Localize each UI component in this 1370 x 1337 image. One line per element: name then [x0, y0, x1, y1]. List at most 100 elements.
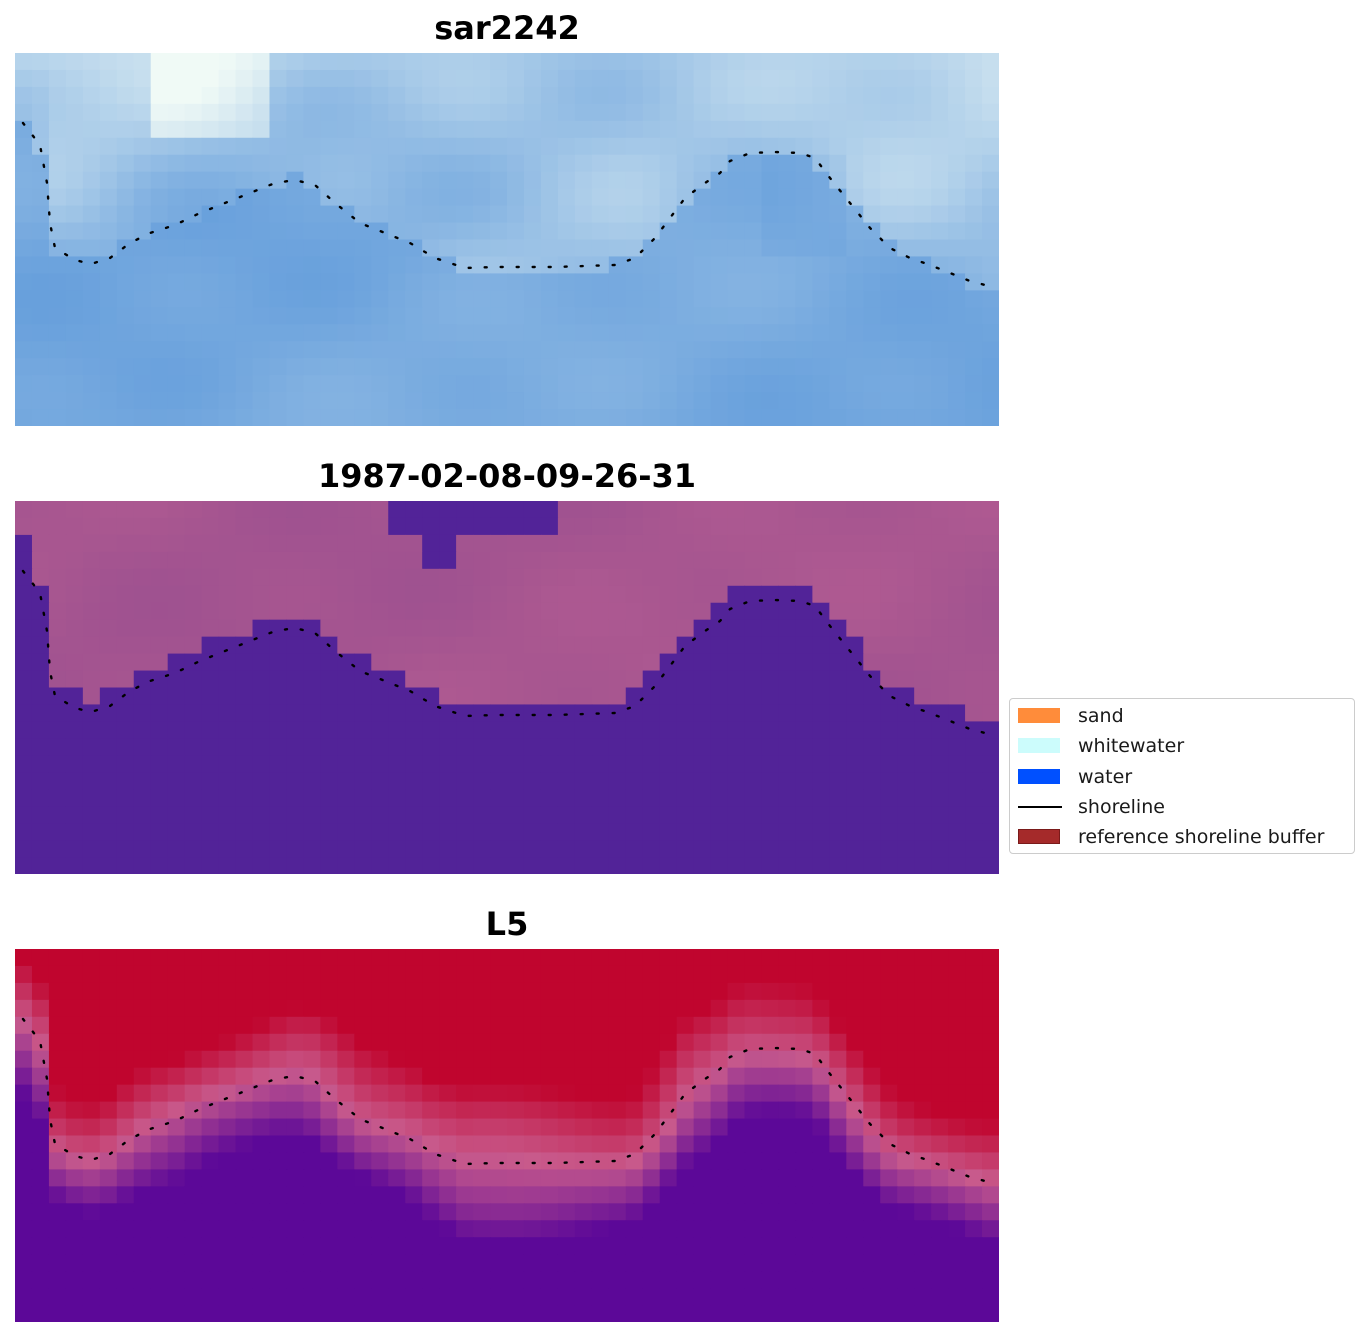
raster-pixel	[371, 1169, 389, 1187]
raster-pixel	[31, 949, 50, 967]
raster-pixel	[116, 965, 135, 984]
raster-pixel	[829, 1237, 847, 1255]
raster-pixel	[693, 1220, 712, 1238]
raster-pixel	[557, 1169, 576, 1187]
raster-pixel	[456, 171, 474, 190]
raster-pixel	[31, 1152, 50, 1170]
raster-pixel	[693, 239, 712, 258]
raster-pixel	[473, 823, 491, 841]
raster-pixel	[507, 341, 525, 359]
raster-pixel	[473, 239, 491, 258]
raster-pixel	[557, 999, 576, 1018]
raster-pixel	[914, 619, 932, 638]
raster-pixel	[642, 1118, 661, 1137]
raster-pixel	[931, 772, 949, 790]
raster-pixel	[422, 670, 440, 689]
raster-pixel	[574, 755, 593, 773]
raster-pixel	[625, 653, 644, 672]
raster-pixel	[405, 721, 423, 739]
raster-pixel	[269, 375, 288, 393]
raster-pixel	[523, 205, 542, 224]
raster-pixel	[676, 1152, 695, 1170]
raster-pixel	[863, 636, 881, 655]
raster-pixel	[965, 154, 983, 173]
water-swatch	[1018, 769, 1060, 784]
raster-pixel	[286, 239, 305, 258]
raster-pixel	[914, 1101, 932, 1120]
raster-pixel	[371, 69, 389, 88]
raster-pixel	[659, 341, 678, 359]
raster-pixel	[490, 857, 508, 874]
raster-pixel	[744, 1084, 763, 1103]
raster-pixel	[965, 501, 983, 519]
raster-pixel	[99, 857, 118, 874]
raster-pixel	[948, 1135, 966, 1154]
raster-pixel	[31, 755, 50, 773]
raster-pixel	[710, 670, 729, 689]
raster-pixel	[880, 120, 898, 139]
raster-pixel	[948, 375, 966, 393]
raster-pixel	[591, 137, 610, 156]
raster-pixel	[795, 534, 813, 553]
raster-pixel	[965, 687, 983, 706]
raster-pixel	[371, 205, 389, 224]
raster-pixel	[540, 103, 559, 122]
raster-pixel	[829, 602, 847, 621]
raster-pixel	[965, 1016, 983, 1035]
raster-pixel	[931, 636, 949, 655]
raster-pixel	[591, 857, 610, 874]
raster-pixel	[218, 840, 237, 858]
raster-pixel	[167, 602, 186, 621]
raster-pixel	[608, 517, 627, 536]
raster-pixel	[965, 789, 983, 807]
raster-pixel	[235, 840, 254, 858]
raster-pixel	[116, 222, 135, 241]
raster-pixel	[99, 324, 118, 342]
raster-pixel	[812, 1186, 830, 1204]
raster-pixel	[286, 154, 305, 173]
raster-pixel	[659, 1288, 678, 1306]
raster-pixel	[269, 1305, 288, 1322]
raster-pixel	[727, 501, 746, 519]
raster-pixel	[473, 188, 491, 207]
raster-pixel	[642, 324, 661, 342]
raster-pixel	[201, 222, 220, 241]
raster-pixel	[82, 1288, 101, 1306]
raster-pixel	[880, 1101, 898, 1120]
raster-pixel	[82, 1101, 101, 1120]
raster-pixel	[897, 1152, 915, 1170]
raster-pixel	[405, 392, 423, 410]
raster-pixel	[65, 1101, 84, 1120]
raster-pixel	[676, 1101, 695, 1120]
raster-pixel	[405, 1101, 423, 1120]
raster-pixel	[982, 307, 999, 325]
raster-pixel	[48, 324, 67, 342]
raster-pixel	[965, 1169, 983, 1187]
raster-pixel	[727, 534, 746, 553]
raster-pixel	[659, 409, 678, 426]
raster-pixel	[31, 999, 50, 1018]
raster-pixel	[829, 840, 847, 858]
raster-pixel	[829, 205, 847, 224]
raster-pixel	[48, 341, 67, 359]
raster-pixel	[778, 653, 797, 672]
raster-pixel	[269, 602, 288, 621]
raster-pixel	[320, 1067, 338, 1086]
raster-pixel	[150, 290, 169, 308]
raster-pixel	[371, 789, 389, 807]
raster-pixel	[388, 137, 406, 156]
raster-pixel	[150, 999, 169, 1018]
raster-pixel	[303, 273, 321, 291]
raster-pixel	[490, 120, 508, 139]
raster-pixel	[235, 806, 254, 824]
raster-pixel	[65, 772, 84, 790]
raster-pixel	[320, 806, 338, 824]
raster-pixel	[642, 687, 661, 706]
raster-pixel	[829, 1135, 847, 1154]
raster-pixel	[778, 1254, 797, 1272]
raster-pixel	[642, 806, 661, 824]
raster-pixel	[965, 205, 983, 224]
raster-pixel	[693, 69, 712, 88]
raster-pixel	[914, 171, 932, 190]
raster-pixel	[252, 653, 271, 672]
